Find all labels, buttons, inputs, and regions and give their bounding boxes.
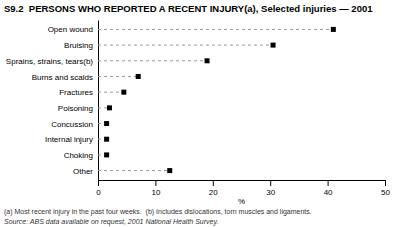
title: S9.2 PERSONS WHO REPORTED A RECENT INJUR… (4, 3, 373, 14)
x-axis-title: % (238, 197, 245, 206)
y-tick-label: Burns and scalds (32, 73, 93, 82)
marker (121, 90, 126, 95)
y-tick-label: Open wound (48, 25, 93, 34)
x-axis-line (99, 181, 386, 187)
y-tick: Other (73, 167, 98, 176)
x-tick-mark (270, 180, 271, 186)
footnote: (a) Most recent injury in the past four … (4, 208, 312, 216)
y-tick: Choking (64, 151, 98, 160)
x-tick-mark (385, 180, 386, 186)
marker (331, 27, 336, 32)
marker (104, 137, 109, 142)
x-tick: 30 (266, 180, 275, 197)
x-tick-label: 40 (324, 188, 333, 197)
y-tick: Fractures (59, 88, 98, 97)
y-tick: Internal injury (45, 135, 98, 144)
x-tick-label: 30 (266, 188, 275, 197)
y-tick-label: Concussion (51, 120, 93, 129)
x-tick-mark (98, 180, 99, 186)
stem (98, 29, 333, 30)
marks (98, 27, 336, 173)
y-tick-label: Internal injury (45, 135, 93, 144)
y-tick-label: Sprains, strains, tears(b) (6, 57, 93, 66)
x-tick: 0 (96, 180, 101, 197)
y-tick: Concussion (51, 120, 98, 129)
stem (98, 92, 124, 93)
y-tick: Sprains, strains, tears(b) (6, 57, 98, 66)
x-tick: 10 (151, 180, 160, 197)
chart: S9.2 PERSONS WHO REPORTED A RECENT INJUR… (0, 0, 397, 227)
stem (98, 45, 273, 46)
marker (167, 168, 172, 173)
x-tick: 20 (209, 180, 218, 197)
stem (98, 76, 138, 77)
y-tick: Open wound (48, 25, 98, 34)
marker (104, 152, 109, 157)
x-tick: 40 (324, 180, 333, 197)
y-tick-label: Poisoning (58, 104, 93, 113)
x-tick-label: 20 (209, 188, 218, 197)
stem (98, 170, 170, 171)
y-tick: Bruising (64, 41, 98, 50)
x-tick-mark (328, 180, 329, 186)
y-tick: Burns and scalds (32, 73, 98, 82)
x-tick-label: 50 (381, 188, 390, 197)
x-tick-label: 0 (96, 188, 101, 197)
x-tick-mark (213, 180, 214, 186)
marker (104, 121, 109, 126)
y-tick-label: Bruising (64, 41, 93, 50)
y-axis: Open wound Bruising Sprains, strains, tear… (6, 21, 99, 181)
marker (205, 58, 210, 63)
marker (136, 74, 141, 79)
marker (271, 43, 276, 48)
x-tick-mark (155, 180, 156, 186)
stem (98, 60, 207, 61)
y-axis-line (98, 21, 99, 181)
marker (107, 105, 112, 110)
x-tick-label: 10 (151, 188, 160, 197)
y-tick-label: Choking (64, 151, 93, 160)
x-tick: 50 (381, 180, 390, 197)
y-tick-label: Other (73, 167, 93, 176)
y-tick: Poisoning (58, 104, 98, 113)
x-axis: 0 10 20 30 40 50 (96, 180, 390, 197)
footnote: Source: ABS data available on request, 2… (4, 218, 218, 226)
y-tick-label: Fractures (59, 88, 93, 97)
